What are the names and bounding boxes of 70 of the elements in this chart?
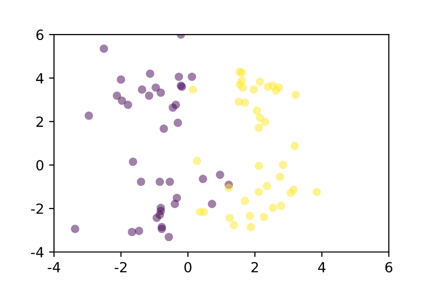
point — [166, 178, 174, 186]
point — [128, 158, 138, 166]
point — [250, 85, 258, 94]
x-tick-label: 2 — [251, 262, 258, 272]
point — [100, 44, 108, 53]
point — [198, 174, 208, 184]
point — [116, 75, 126, 84]
point — [156, 178, 164, 186]
point — [164, 232, 174, 242]
point — [254, 124, 264, 132]
point — [278, 160, 288, 169]
point — [188, 72, 196, 81]
point — [276, 172, 284, 181]
y-tick-label: 4 — [36, 73, 44, 84]
point — [136, 178, 146, 186]
point — [208, 200, 216, 208]
point — [174, 118, 182, 128]
x-tick-label: 0 — [184, 262, 192, 272]
point — [128, 228, 136, 236]
point — [276, 202, 286, 210]
point — [160, 124, 168, 133]
point — [260, 212, 268, 222]
point — [240, 196, 250, 206]
point — [290, 142, 299, 150]
point — [226, 214, 234, 222]
point — [124, 100, 132, 109]
point — [254, 162, 264, 170]
point — [292, 90, 300, 99]
y-tick-label: 6 — [36, 30, 44, 40]
point — [84, 112, 93, 120]
point — [246, 212, 254, 220]
point — [246, 222, 256, 232]
point — [272, 86, 280, 95]
point — [144, 91, 154, 100]
point — [70, 224, 80, 234]
point — [138, 85, 146, 94]
point — [168, 103, 178, 112]
x-tick-label: 4 — [318, 262, 326, 272]
point — [152, 214, 161, 222]
point — [118, 96, 126, 105]
point — [152, 83, 160, 92]
point — [312, 188, 321, 196]
point — [146, 70, 154, 78]
point — [156, 88, 165, 97]
point — [254, 188, 264, 196]
point — [286, 188, 295, 198]
x-tick-label: -4 — [48, 262, 60, 272]
point — [238, 83, 247, 92]
point — [260, 118, 270, 126]
point — [170, 200, 180, 208]
point — [262, 182, 272, 190]
point — [134, 226, 144, 236]
point — [188, 85, 198, 94]
point — [192, 156, 202, 166]
x-tick-label: 6 — [385, 262, 392, 272]
point — [268, 204, 278, 212]
point — [252, 106, 262, 115]
point — [256, 78, 264, 86]
point — [216, 170, 224, 179]
y-tick-label: 2 — [36, 116, 43, 127]
y-tick-label: -4 — [31, 247, 44, 258]
point — [240, 98, 250, 107]
point — [224, 184, 233, 192]
point — [200, 208, 208, 216]
x-tick-label: -2 — [114, 262, 126, 272]
point — [174, 72, 184, 81]
y-tick-label: 0 — [36, 160, 44, 170]
point — [230, 220, 238, 230]
point — [112, 91, 122, 100]
y-tick-label: -2 — [31, 203, 43, 214]
